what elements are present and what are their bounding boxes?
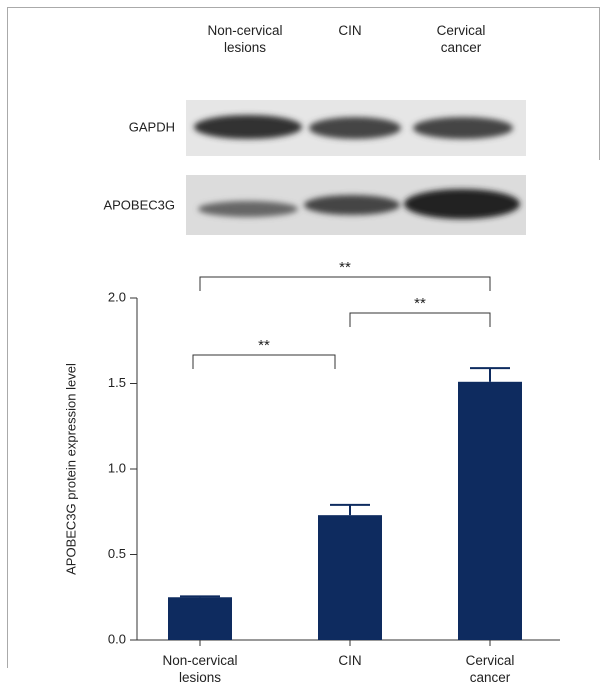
significance-label: ** bbox=[339, 259, 351, 276]
error-bar bbox=[180, 596, 220, 597]
significance-label: ** bbox=[414, 295, 426, 312]
y-tick-label: 0.5 bbox=[108, 546, 126, 561]
error-bar bbox=[470, 368, 510, 382]
y-tick-label: 1.5 bbox=[108, 375, 126, 390]
blot-row-label: GAPDH bbox=[129, 119, 175, 134]
blot-row-label: APOBEC3G bbox=[103, 197, 175, 212]
y-tick-label: 1.0 bbox=[108, 460, 126, 475]
significance-bracket bbox=[193, 355, 335, 369]
significance-bracket bbox=[350, 313, 490, 327]
bar bbox=[458, 382, 522, 640]
blot-bands bbox=[194, 115, 513, 139]
significance-bracket bbox=[200, 277, 490, 291]
blot-lane-label: Non-cervical lesions bbox=[199, 22, 291, 56]
x-tick-label: CIN bbox=[304, 652, 396, 669]
error-bar bbox=[330, 505, 370, 515]
x-tick-label: Cervical cancer bbox=[444, 652, 536, 686]
figure: GAPDH APOBEC3G APOBEC3G protein expressi… bbox=[0, 0, 607, 675]
blot-lane-label: Cervical cancer bbox=[415, 22, 507, 56]
y-tick-label: 0.0 bbox=[108, 631, 126, 646]
chart: GAPDH APOBEC3G APOBEC3G protein expressi… bbox=[0, 0, 607, 675]
x-tick-label: Non-cervical lesions bbox=[154, 652, 246, 686]
blot-lane-label: CIN bbox=[304, 22, 396, 39]
significance-label: ** bbox=[258, 337, 270, 354]
bar bbox=[168, 597, 232, 640]
y-axis-label: APOBEC3G protein expression level bbox=[63, 363, 78, 575]
y-tick-label: 2.0 bbox=[108, 289, 126, 304]
bar bbox=[318, 515, 382, 640]
